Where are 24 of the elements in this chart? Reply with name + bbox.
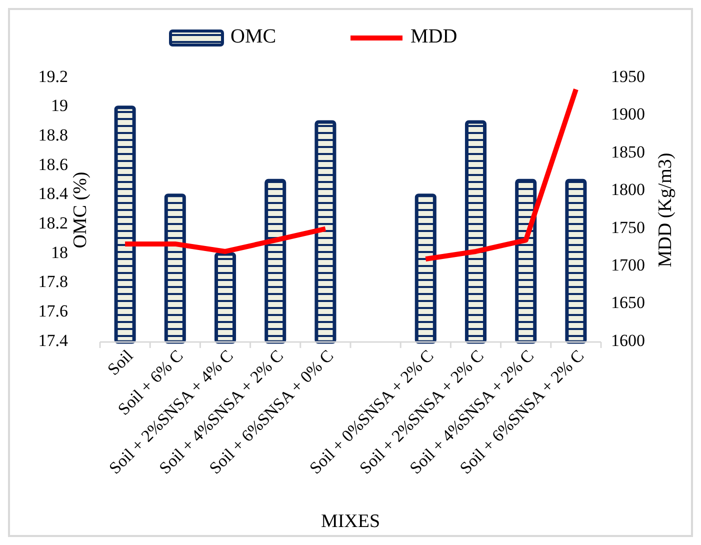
x-tick-label: Soil <box>104 346 137 379</box>
y2-tick-label: 1900 <box>611 104 645 124</box>
y-tick-label: 18.6 <box>38 154 68 174</box>
y2-tick-label: 1950 <box>611 66 645 86</box>
y-tick-label: 17.8 <box>38 272 68 292</box>
x-axis-title: MIXES <box>320 511 380 532</box>
legend-label: MDD <box>410 26 458 48</box>
y-tick-label: 18 <box>51 242 68 262</box>
y-tick-label: 18.2 <box>38 214 68 233</box>
y-tick-label: 17.6 <box>38 302 68 321</box>
y2-tick-label: 1650 <box>611 293 645 312</box>
y2-tick-label: 1700 <box>611 255 645 274</box>
y-tick-label: 19.2 <box>38 66 68 86</box>
y-tick-label: 19 <box>51 96 68 116</box>
y-tick-label: 18.4 <box>38 184 68 204</box>
legend-label: OMC <box>230 26 276 48</box>
y-tick-label: 18.8 <box>38 126 68 145</box>
y2-axis-title: MDD (Kg/m3) <box>655 152 676 268</box>
y2-tick-label: 1800 <box>611 180 645 200</box>
y2-tick-label: 1600 <box>611 330 645 350</box>
y2-tick-label: 1750 <box>611 218 645 237</box>
y-axis-title: OMC (%) <box>70 172 91 248</box>
y-tick-label: 17.4 <box>38 330 68 350</box>
y2-tick-label: 1850 <box>611 142 645 162</box>
